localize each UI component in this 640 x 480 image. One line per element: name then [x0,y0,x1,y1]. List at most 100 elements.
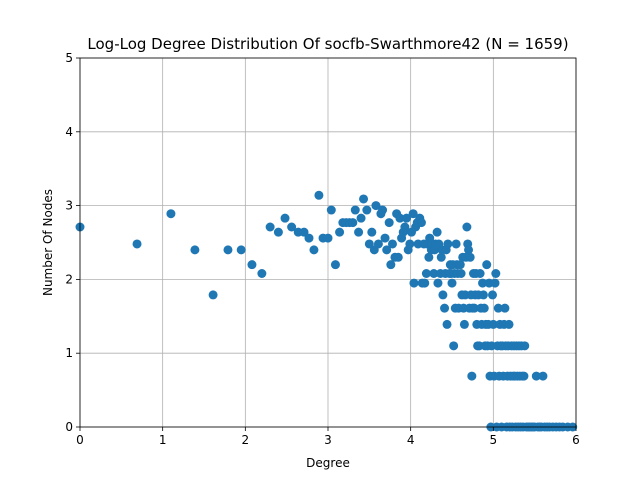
scatter-point [493,303,503,313]
scatter-point [386,260,396,270]
chart-title: Log-Log Degree Distribution Of socfb-Swa… [87,35,568,53]
y-tick-label: 0 [65,420,73,434]
scatter-point [409,278,419,288]
scatter-point [488,319,498,329]
y-tick-label: 4 [65,125,73,139]
scatter-point [479,303,489,313]
scatter-point [384,218,394,228]
x-tick-label: 0 [76,433,84,447]
scatter-point [304,233,314,243]
scatter-point [373,239,383,249]
scatter-point [362,205,372,215]
x-tick-label: 5 [490,433,498,447]
scatter-point [348,218,358,228]
scatter-point [504,319,514,329]
scatter-point [424,252,434,262]
scatter-point [208,290,218,300]
scatter-point [447,278,457,288]
scatter-point [354,227,364,237]
scatter-point [464,245,474,255]
scatter-point [490,278,500,288]
data-points [75,190,578,432]
scatter-point [247,260,257,270]
scatter-point [190,245,200,255]
scatter-point [438,290,448,300]
scatter-point [420,278,430,288]
scatter-point [538,371,548,381]
scatter-point [469,303,479,313]
scatter-point [488,290,498,300]
x-tick-label: 2 [242,433,250,447]
scatter-point [467,371,477,381]
x-axis-ticks: 0 1 2 3 4 5 6 [76,427,580,447]
scatter-point [442,319,452,329]
scatter-point [367,227,377,237]
scatter-point [132,239,142,249]
scatter-point [323,233,333,243]
scatter-point [478,278,488,288]
scatter-point [478,290,488,300]
scatter-point [257,268,267,278]
scatter-point [223,245,233,255]
scatter-point [491,268,501,278]
scatter-point [443,239,453,249]
scatter-point [326,205,336,215]
scatter-point [395,213,405,223]
scatter-point [416,218,426,228]
scatter-point [166,209,176,219]
scatter-point [475,268,485,278]
scatter-point [382,245,392,255]
scatter-point [405,239,415,249]
scatter-point [378,205,388,215]
scatter-point [299,227,309,237]
scatter-point [314,190,324,200]
y-tick-label: 2 [65,272,73,286]
scatter-point [520,341,530,351]
scatter-point [380,233,390,243]
scatter-point [440,303,450,313]
scatter-point [451,239,461,249]
scatter-point [421,268,431,278]
scatter-point [400,222,410,232]
scatter-point [402,213,412,223]
scatter-point [432,227,442,237]
scatter-point [433,278,443,288]
scatter-point [364,239,374,249]
scatter-point [356,213,366,223]
y-tick-label: 5 [65,51,73,65]
scatter-point [287,222,297,232]
y-axis-label: Number Of Nodes [41,189,55,296]
scatter-point [387,239,397,249]
scatter-point [371,201,381,211]
scatter-point [265,222,275,232]
scatter-point [459,319,469,329]
scatter-point [465,252,475,262]
scatter-point [519,371,529,381]
scatter-point [500,303,510,313]
y-tick-label: 3 [65,199,73,213]
x-tick-label: 3 [324,433,332,447]
scatter-point [309,245,319,255]
scatter-point [393,252,403,262]
scatter-point [482,260,492,270]
scatter-point [359,194,369,204]
scatter-point [273,227,283,237]
scatter-point [462,222,472,232]
scatter-point [408,209,418,219]
x-tick-label: 4 [407,433,415,447]
x-tick-label: 1 [159,433,167,447]
scatter-point [531,371,541,381]
scatter-point [335,227,345,237]
scatter-point [350,205,360,215]
y-tick-label: 1 [65,346,73,360]
x-axis-label: Degree [306,456,350,470]
x-tick-label: 6 [572,433,580,447]
scatter-point [455,260,465,270]
scatter-point [330,260,340,270]
scatter-point [436,252,446,262]
scatter-point [429,268,439,278]
scatter-point [449,341,459,351]
scatter-point [236,245,246,255]
y-axis-ticks: 0 1 2 3 4 5 [65,51,80,434]
